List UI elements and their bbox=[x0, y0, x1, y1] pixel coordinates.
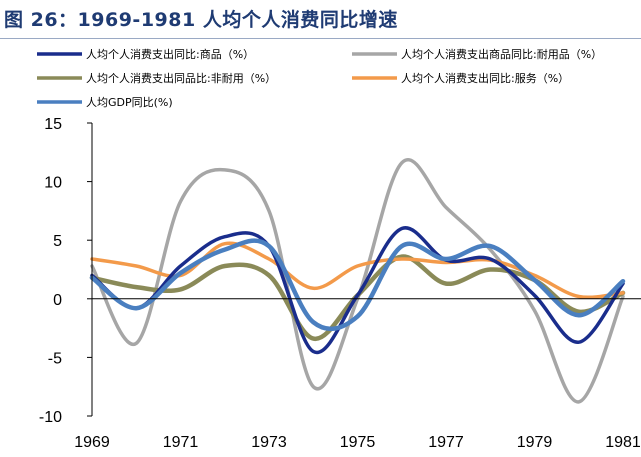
x-tick-label: 1981 bbox=[605, 434, 641, 451]
legend-label: 人均个人消费支出同品比:非耐用（%） bbox=[86, 71, 276, 85]
axes: 15 10 5 0 -5 -10 1969 1971 1973 1975 1977 1979 1981 bbox=[39, 116, 641, 451]
x-tick-label: 1979 bbox=[517, 434, 553, 451]
series-line-1 bbox=[90, 158, 625, 404]
series-layer bbox=[89, 158, 626, 404]
x-tick-label: 1977 bbox=[428, 434, 464, 451]
y-tick-label: -10 bbox=[39, 409, 62, 426]
x-tick-label: 1969 bbox=[74, 434, 110, 451]
y-tick-label: 10 bbox=[44, 175, 62, 192]
series-line-0 bbox=[90, 226, 625, 355]
y-tick-label: 0 bbox=[53, 292, 62, 309]
series-line-4 bbox=[89, 238, 626, 332]
x-tick-label: 1975 bbox=[340, 434, 376, 451]
y-tick-label: 5 bbox=[53, 233, 62, 250]
legend-label: 人均个人消费支出同比:商品（%） bbox=[86, 47, 254, 61]
x-tick-label: 1971 bbox=[163, 434, 199, 451]
page-title: 图 26：1969-1981 人均个人消费同比增速 bbox=[4, 9, 398, 31]
legend-label: 人均GDP同比(%) bbox=[86, 96, 173, 109]
y-tick-label: -5 bbox=[48, 350, 62, 367]
legend-label: 人均个人消费支出同比:服务（%） bbox=[401, 71, 569, 85]
x-tick-label: 1973 bbox=[251, 434, 287, 451]
title-bar: 图 26：1969-1981 人均个人消费同比增速 bbox=[0, 0, 641, 38]
y-tick-label: 15 bbox=[44, 116, 62, 133]
legend-label: 人均个人消费支出商品同比:耐用品（%） bbox=[401, 47, 602, 61]
title-divider bbox=[0, 38, 641, 39]
legend: 人均个人消费支出同比:商品（%） 人均个人消费支出商品同比:耐用品（%） 人均个人消… bbox=[37, 47, 602, 109]
